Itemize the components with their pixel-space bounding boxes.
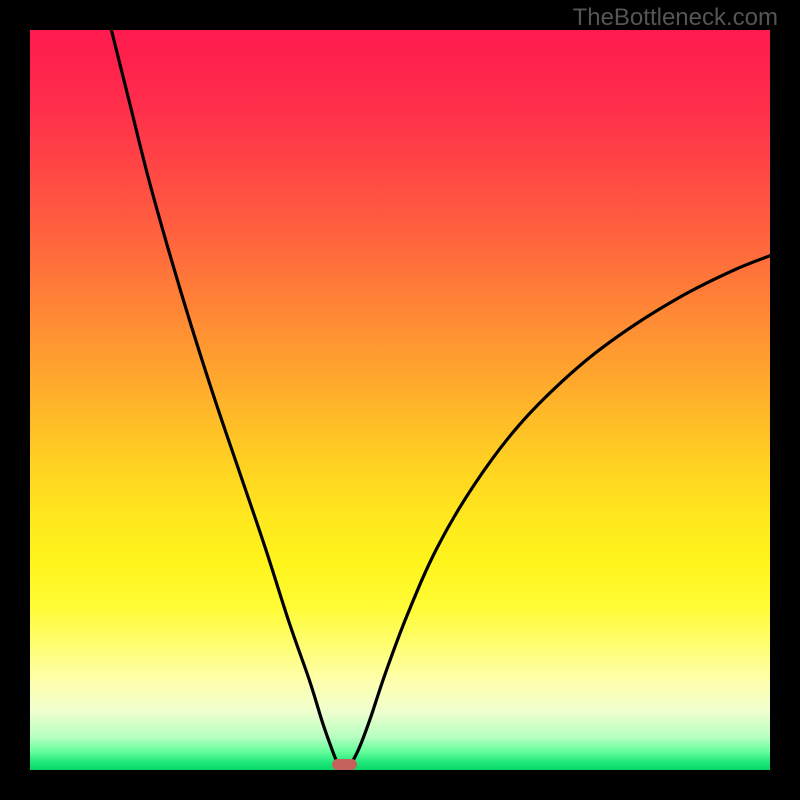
bottleneck-curve: [30, 30, 770, 770]
plot-area: [30, 30, 770, 770]
chart-frame: TheBottleneck.com: [0, 0, 800, 800]
minimum-marker: [332, 759, 357, 770]
watermark-text: TheBottleneck.com: [573, 4, 778, 32]
